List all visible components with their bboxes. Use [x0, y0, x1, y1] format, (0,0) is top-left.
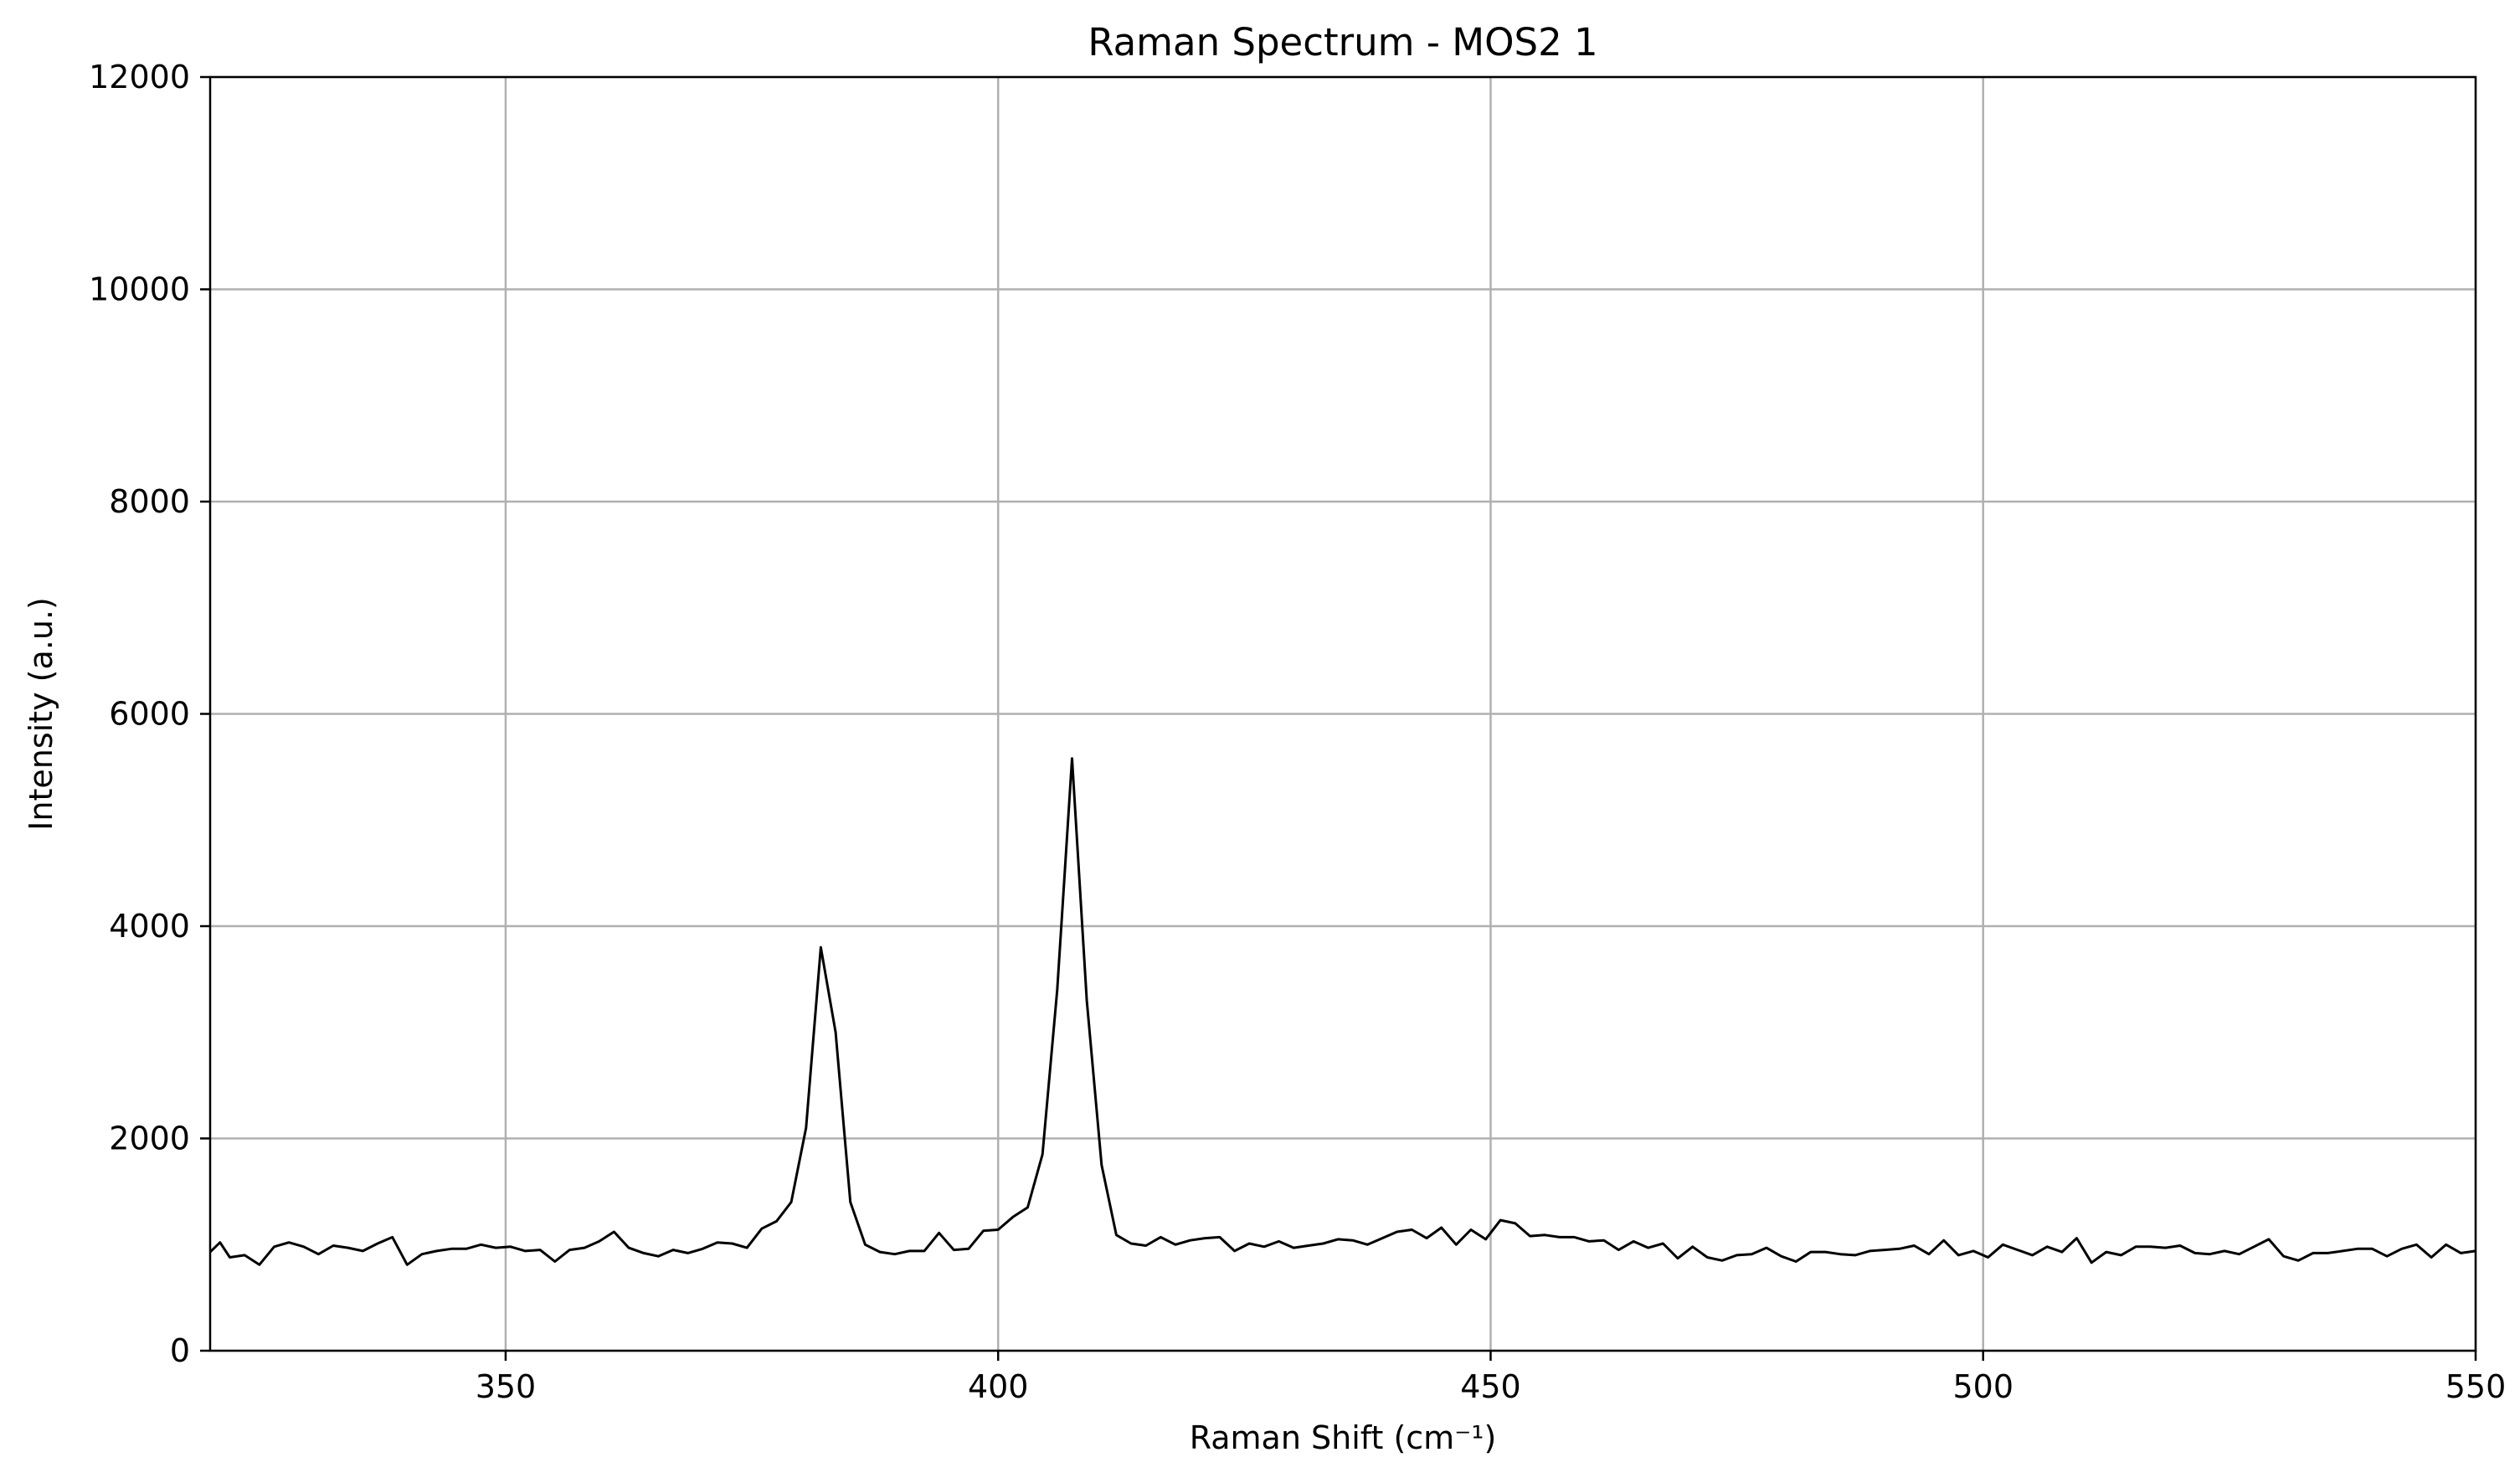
- series-layer: [208, 757, 2476, 1266]
- x-axis-label: Raman Shift (cm⁻¹): [1190, 1419, 1497, 1456]
- axis-ticks: 350 400 450 500 550 0 2000 4000 6000 8000 10000 120…: [89, 59, 2506, 1405]
- x-tick-label: 500: [1952, 1368, 2013, 1405]
- x-tick-label: 550: [2445, 1368, 2507, 1405]
- y-tick-label: 6000: [109, 696, 190, 733]
- x-tick-label: 450: [1460, 1368, 1521, 1405]
- y-tick-label: 4000: [109, 908, 190, 945]
- y-tick-label: 10000: [89, 271, 190, 308]
- y-axis-label: Intensity (a.u.): [23, 597, 59, 831]
- series-line-1: [208, 757, 2476, 1266]
- x-tick-label: 400: [968, 1368, 1029, 1405]
- y-tick-label: 0: [170, 1332, 190, 1369]
- chart-title: Raman Spectrum - MOS2 1: [1088, 20, 1597, 64]
- y-tick-label: 2000: [109, 1120, 190, 1157]
- y-tick-label: 8000: [109, 483, 190, 520]
- x-tick-label: 350: [476, 1368, 537, 1405]
- y-tick-label: 12000: [89, 59, 190, 95]
